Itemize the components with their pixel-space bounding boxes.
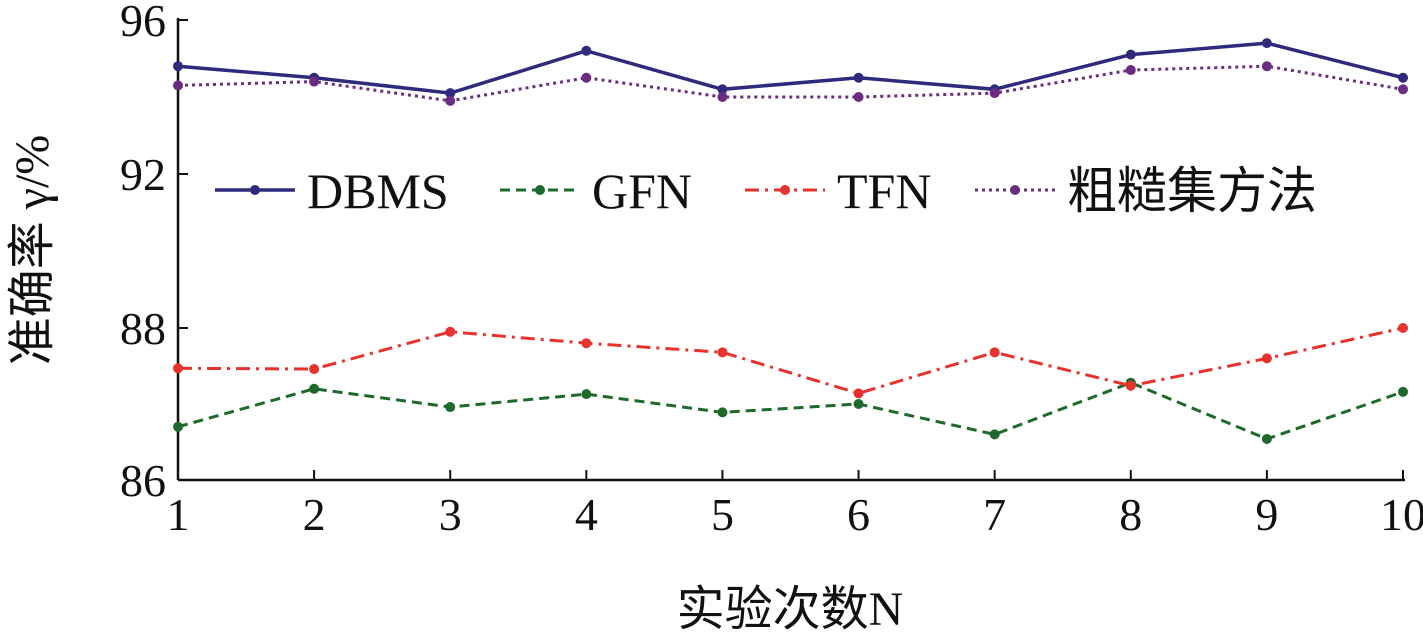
data-point [445,326,456,337]
x-tick-label: 10 [1380,489,1423,540]
data-point [581,72,592,83]
series-DBMS [173,38,1408,99]
series-line [177,64,1404,103]
series-GFN [173,377,1408,444]
data-point [445,95,456,106]
data-point [989,347,1000,358]
legend: DBMS GFN TFN 粗糙集方法 [215,163,1317,219]
axes: 86 88 92 96 1 2 3 4 5 6 7 8 9 10 [120,0,1423,540]
data-point [717,347,728,358]
series-line [177,326,1404,395]
series-layer [173,38,1408,444]
x-tick-label: 6 [847,489,870,540]
data-point [717,84,728,95]
data-point [173,61,183,72]
y-tick-label: 96 [120,0,166,46]
data-point [853,72,864,83]
data-point [173,363,183,374]
legend-marker [780,185,790,195]
y-tick-label: 88 [120,303,166,354]
legend-label: TFN [837,163,931,219]
x-tick-label: 7 [983,489,1006,540]
x-tick-label: 3 [439,489,462,540]
series-line [177,381,1404,441]
legend-item-DBMS: DBMS [215,163,449,219]
data-point [853,388,864,399]
legend-marker [535,185,545,195]
x-tick-label: 9 [1255,489,1278,540]
legend-label: DBMS [307,163,449,219]
series-TFN [173,323,1408,399]
legend-label: GFN [592,163,692,219]
data-point [1125,65,1136,76]
series-粗糙集方法 [173,61,1408,106]
data-point [309,76,320,87]
legend-label: 粗糙集方法 [1067,163,1317,219]
data-point [1398,323,1408,333]
data-point [309,364,320,375]
data-point [1261,38,1272,49]
data-point [1261,353,1272,364]
data-point [1398,386,1408,397]
data-point [717,92,728,102]
x-tick-label: 2 [303,489,326,540]
x-tick-label: 8 [1119,489,1142,540]
data-point [445,402,456,413]
x-tick-label: 1 [167,489,190,540]
x-tick-label: 5 [711,489,734,540]
data-point [581,389,592,400]
data-point [1398,72,1408,83]
data-point [853,399,864,409]
data-point [1261,433,1272,444]
legend-marker [1010,185,1020,195]
data-point [445,88,456,99]
legend-item-GFN: GFN [500,163,692,219]
data-point [1398,84,1408,95]
y-tick-label: 92 [120,149,166,200]
legend-marker [250,185,260,195]
data-point [989,429,1000,440]
data-point [173,80,183,91]
data-point [717,407,728,418]
data-point [581,45,592,56]
data-point [853,92,864,102]
y-tick-label: 86 [120,455,166,506]
data-point [1125,49,1136,60]
data-point [1261,61,1272,72]
data-point [309,383,320,394]
legend-item-TFN: TFN [745,163,931,219]
legend-item-粗糙集方法: 粗糙集方法 [975,163,1317,219]
data-point [989,88,1000,99]
data-point [1125,380,1136,391]
series-line [177,41,1404,95]
data-point [173,421,183,432]
data-point [581,338,592,349]
x-axis-label: 实验次数N [677,583,904,636]
y-axis-label: 准确率 γ/% [6,135,59,366]
x-tick-label: 4 [575,489,598,540]
